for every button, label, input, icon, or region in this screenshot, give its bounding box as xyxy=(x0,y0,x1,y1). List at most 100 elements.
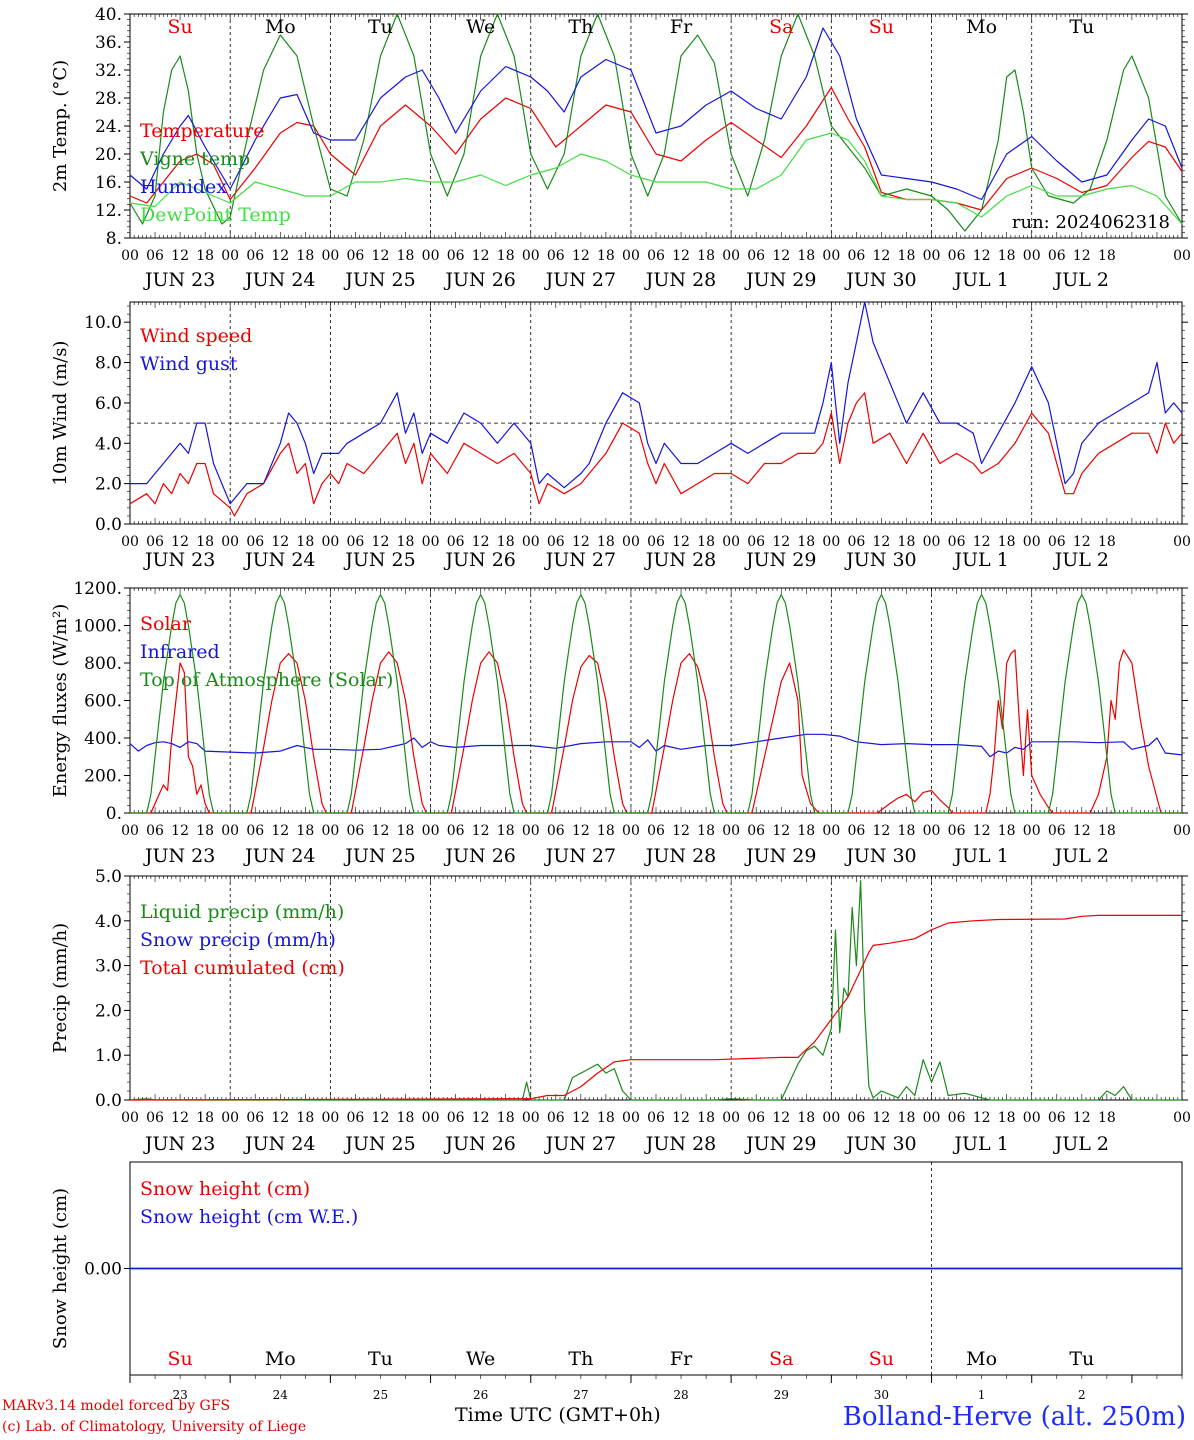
x-hour-label: 18 xyxy=(597,534,615,550)
y-tick-label: 36. xyxy=(95,33,122,53)
x-date-label: JUN 27 xyxy=(544,269,616,291)
series-line-wind-gust xyxy=(130,301,1183,505)
x-hour-label: 00 xyxy=(1173,248,1191,264)
weekday-label: Su xyxy=(869,1348,894,1370)
x-hour-label: 06 xyxy=(347,534,365,550)
x-hour-label: 12 xyxy=(171,823,189,839)
x-hour-label: 06 xyxy=(1048,823,1066,839)
x-hour-label: 12 xyxy=(372,534,390,550)
y-tick-label: 10.0 xyxy=(84,313,122,333)
x-hour-label: 12 xyxy=(271,1110,289,1126)
x-date-label: JUN 23 xyxy=(143,269,215,291)
day-number-label: 26 xyxy=(473,1388,488,1402)
x-hour-label: 06 xyxy=(146,823,164,839)
x-hour-label: 00 xyxy=(221,534,239,550)
series-line-vigne-temp xyxy=(129,13,1183,232)
x-hour-label: 00 xyxy=(1173,1110,1191,1126)
x-hour-label: 18 xyxy=(1098,823,1116,839)
x-date-label: JUN 25 xyxy=(343,845,415,867)
x-hour-label: 12 xyxy=(1073,248,1091,264)
y-tick-label: 800. xyxy=(84,654,122,674)
series-line-solar xyxy=(130,649,1182,814)
series-line-wind-speed xyxy=(129,392,1183,517)
x-hour-label: 12 xyxy=(873,823,891,839)
x-hour-label: 00 xyxy=(522,823,540,839)
x-date-label: JUN 28 xyxy=(644,1133,716,1155)
y-tick-label: 12. xyxy=(95,201,122,221)
x-hour-label: 00 xyxy=(622,823,640,839)
y-tick-label: 3.0 xyxy=(95,957,122,977)
x-hour-label: 00 xyxy=(121,534,139,550)
y-tick-label: 8. xyxy=(106,229,122,249)
y-tick-label: 8.0 xyxy=(95,354,122,374)
x-hour-label: 06 xyxy=(647,534,665,550)
x-hour-label: 18 xyxy=(898,823,916,839)
x-hour-label: 00 xyxy=(321,534,339,550)
y-tick-label: 1.0 xyxy=(95,1046,122,1066)
weekday-label: We xyxy=(466,16,495,38)
x-hour-label: 06 xyxy=(847,823,865,839)
y-tick-label: 4.0 xyxy=(95,912,122,932)
day-number-label: 2 xyxy=(1078,1388,1086,1402)
x-hour-label: 06 xyxy=(747,248,765,264)
y-tick-label: 5.0 xyxy=(95,867,122,887)
x-hour-label: 06 xyxy=(347,1110,365,1126)
x-hour-label: 18 xyxy=(998,1110,1016,1126)
x-hour-label: 12 xyxy=(873,1110,891,1126)
x-hour-label: 18 xyxy=(196,248,214,264)
x-date-label: JUN 30 xyxy=(844,549,916,571)
x-hour-label: 00 xyxy=(321,248,339,264)
x-hour-label: 06 xyxy=(1048,1110,1066,1126)
x-date-label: JUN 23 xyxy=(143,549,215,571)
day-number-label: 23 xyxy=(172,1388,187,1402)
x-hour-label: 18 xyxy=(296,823,314,839)
x-hour-label: 12 xyxy=(973,823,991,839)
x-hour-label: 00 xyxy=(923,823,941,839)
x-date-label: JUN 25 xyxy=(343,269,415,291)
x-hour-label: 00 xyxy=(422,248,440,264)
x-hour-label: 12 xyxy=(1073,1110,1091,1126)
x-hour-label: 12 xyxy=(772,823,790,839)
x-hour-label: 06 xyxy=(547,823,565,839)
x-hour-label: 12 xyxy=(1073,823,1091,839)
x-hour-label: 00 xyxy=(1023,1110,1041,1126)
x-hour-label: 06 xyxy=(1048,248,1066,264)
x-hour-label: 00 xyxy=(1173,534,1191,550)
x-hour-label: 06 xyxy=(146,248,164,264)
x-date-label: JUN 24 xyxy=(243,269,315,291)
x-hour-label: 12 xyxy=(171,1110,189,1126)
day-number-label: 30 xyxy=(874,1388,889,1402)
series-line-humidex xyxy=(129,27,1183,201)
x-hour-label: 18 xyxy=(898,248,916,264)
x-date-label: JUL 2 xyxy=(1053,1133,1109,1155)
x-hour-label: 06 xyxy=(547,248,565,264)
legend-entry: Humidex xyxy=(140,176,227,198)
weekday-label: Sa xyxy=(769,1348,793,1370)
x-hour-label: 18 xyxy=(1098,534,1116,550)
x-hour-label: 18 xyxy=(196,534,214,550)
x-hour-label: 12 xyxy=(472,823,490,839)
x-hour-label: 00 xyxy=(321,1110,339,1126)
x-hour-label: 18 xyxy=(898,1110,916,1126)
model-credit-line: MARv3.14 model forced by GFS xyxy=(2,1398,231,1414)
y-tick-label: 0.00 xyxy=(84,1260,122,1280)
x-hour-label: 18 xyxy=(797,1110,815,1126)
x-hour-label: 12 xyxy=(271,248,289,264)
x-hour-label: 12 xyxy=(973,1110,991,1126)
x-hour-label: 06 xyxy=(647,823,665,839)
x-hour-label: 06 xyxy=(948,823,966,839)
x-date-label: JUL 1 xyxy=(952,549,1008,571)
x-hour-label: 06 xyxy=(747,823,765,839)
x-date-label: JUN 30 xyxy=(844,1133,916,1155)
day-number-label: 1 xyxy=(978,1388,986,1402)
day-number-label: 28 xyxy=(673,1388,688,1402)
weekday-label: Fr xyxy=(670,1348,693,1370)
y-tick-label: 32. xyxy=(95,61,122,81)
x-date-label: JUN 23 xyxy=(143,1133,215,1155)
legend-entry: Total cumulated (cm) xyxy=(140,957,345,979)
x-hour-label: 00 xyxy=(722,534,740,550)
x-hour-label: 00 xyxy=(822,1110,840,1126)
x-date-label: JUN 24 xyxy=(243,845,315,867)
legend-entry: Vigne temp xyxy=(139,148,250,170)
x-date-label: JUN 26 xyxy=(443,845,515,867)
